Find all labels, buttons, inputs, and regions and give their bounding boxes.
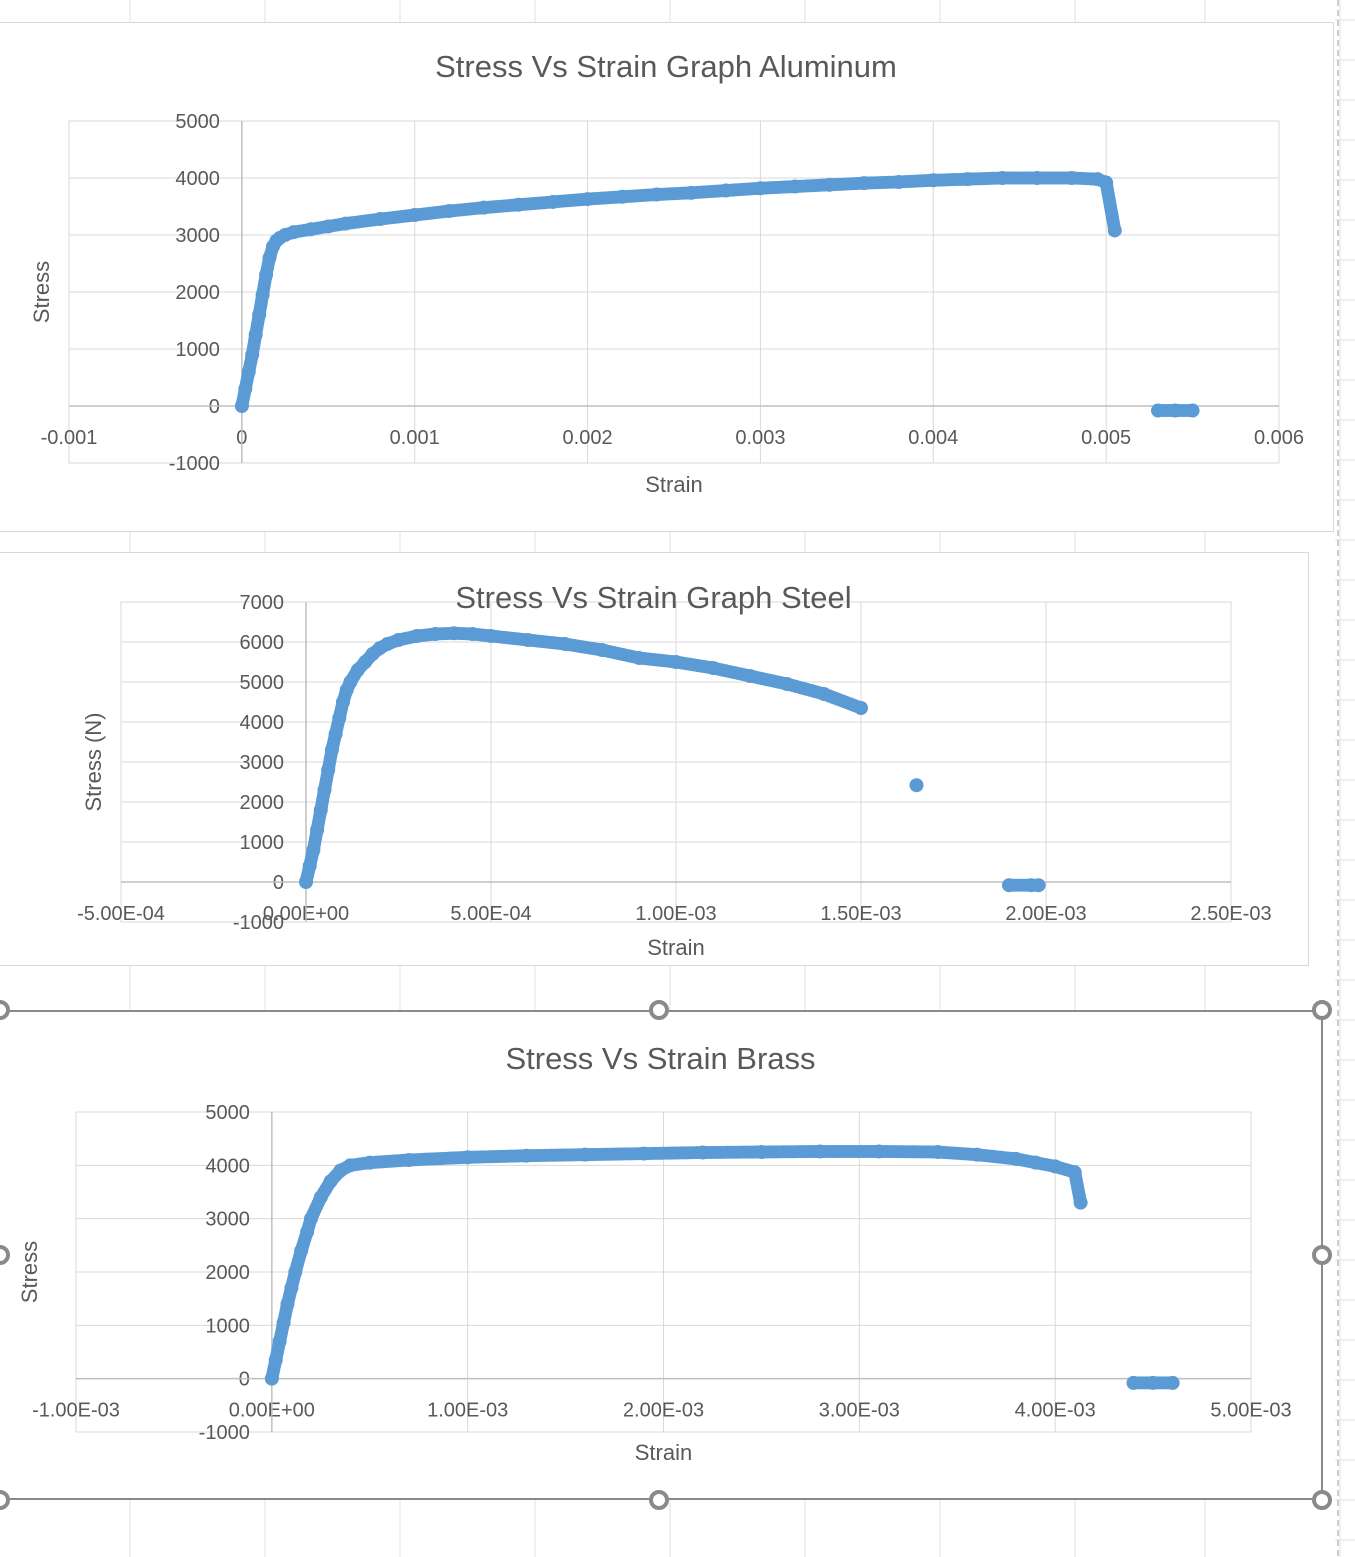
- selection-handle-middle-right[interactable]: [1312, 1245, 1332, 1265]
- y-tick-label: 2000: [240, 792, 285, 814]
- x-axis-title: Strain: [645, 472, 702, 497]
- y-tick-label: 0: [239, 1369, 250, 1391]
- x-tick-label: -0.001: [41, 427, 98, 449]
- data-point: [854, 701, 868, 715]
- x-tick-label: -1.00E-03: [32, 1400, 120, 1422]
- x-tick-label: 1.00E-03: [635, 903, 716, 925]
- chart-svg: -1000 0 1000 2000 3000 4000 5000 6000 7000 -5.00E…: [77, 580, 1272, 960]
- x-tick-label: 2.00E-03: [1005, 903, 1086, 925]
- x-tick-label: 0.003: [735, 427, 785, 449]
- y-tick-label: 1000: [240, 832, 285, 854]
- y-tick-label: 3000: [175, 225, 220, 247]
- x-tick-label: 2.50E-03: [1190, 903, 1271, 925]
- y-tick-label: 3000: [240, 752, 285, 774]
- x-tick-label: 0.001: [390, 427, 440, 449]
- data-point: [1107, 223, 1122, 238]
- x-tick-label: 2.00E-03: [623, 1400, 704, 1422]
- selection-handle-middle-left[interactable]: [0, 1245, 10, 1265]
- y-tick-label: 5000: [240, 672, 285, 694]
- y-tick-label: 2000: [205, 1262, 250, 1284]
- y-tick-label: 0: [273, 872, 284, 894]
- chart-svg: -1000010002000300040005000-0.00100.0010.…: [29, 49, 1304, 497]
- y-tick-label: -1000: [199, 1422, 250, 1444]
- x-tick-label: 0.006: [1254, 427, 1304, 449]
- data-series: [299, 626, 1046, 893]
- x-tick-label: 0.004: [908, 427, 958, 449]
- steel-chart[interactable]: -1000 0 1000 2000 3000 4000 5000 6000 7000 -5.00E…: [0, 552, 1309, 966]
- selection-handle-bottom-left[interactable]: [0, 1490, 10, 1510]
- x-axis-title: Strain: [635, 1440, 692, 1465]
- selection-handle-top-middle[interactable]: [649, 1000, 669, 1020]
- y-axis-title: Stress: [29, 261, 54, 323]
- data-point: [1031, 878, 1046, 893]
- y-tick-label: 0: [209, 396, 220, 418]
- chart-title: Stress Vs Strain Brass: [505, 1041, 815, 1076]
- chart-title: Stress Vs Strain Graph Steel: [455, 580, 851, 615]
- data-point: [909, 778, 924, 793]
- y-tick-label: 5000: [205, 1102, 250, 1124]
- x-axis-title: Strain: [647, 935, 704, 960]
- x-tick-label: 1.50E-03: [820, 903, 901, 925]
- y-tick-label: 4000: [240, 712, 285, 734]
- x-tick-label: 3.00E-03: [819, 1400, 900, 1422]
- y-tick-label: 1000: [205, 1315, 250, 1337]
- y-tick-label: 2000: [175, 282, 220, 304]
- selection-handle-bottom-right[interactable]: [1312, 1490, 1332, 1510]
- y-tick-label: -1000: [233, 912, 284, 934]
- y-axis-title: Stress: [17, 1241, 42, 1303]
- x-tick-label: 1.00E-03: [427, 1400, 508, 1422]
- y-tick-label: -1000: [169, 453, 220, 475]
- y-tick-label: 1000: [175, 339, 220, 361]
- y-tick-label: 6000: [240, 632, 285, 654]
- y-tick-label: 7000: [240, 592, 285, 614]
- chart-title: Stress Vs Strain Graph Aluminum: [435, 49, 897, 84]
- y-tick-label: 3000: [205, 1209, 250, 1231]
- x-tick-label: 0.005: [1081, 427, 1131, 449]
- x-tick-label: 5.00E-04: [450, 903, 531, 925]
- data-point: [1165, 1375, 1180, 1390]
- selection-handle-bottom-middle[interactable]: [649, 1490, 669, 1510]
- brass-chart[interactable]: -1000 0 1000 2000 3000 4000 5000 -1.00E-03 0.00E…: [0, 1010, 1323, 1500]
- data-point: [1073, 1195, 1088, 1210]
- y-tick-label: 5000: [175, 111, 220, 133]
- x-tick-label: -5.00E-04: [77, 903, 165, 925]
- aluminum-chart[interactable]: -1000010002000300040005000-0.00100.0010.…: [0, 22, 1334, 532]
- data-point: [1185, 403, 1200, 418]
- y-tick-label: 4000: [175, 168, 220, 190]
- selection-handle-top-left[interactable]: [0, 1000, 10, 1020]
- y-axis-title: Stress (N): [81, 713, 106, 812]
- x-tick-label: 4.00E-03: [1015, 1400, 1096, 1422]
- selection-handle-top-right[interactable]: [1312, 1000, 1332, 1020]
- x-tick-label: 0.002: [563, 427, 613, 449]
- x-tick-label: 5.00E-03: [1210, 1400, 1291, 1422]
- data-series: [234, 171, 1200, 418]
- data-series: [264, 1144, 1180, 1390]
- y-tick-label: 4000: [205, 1155, 250, 1177]
